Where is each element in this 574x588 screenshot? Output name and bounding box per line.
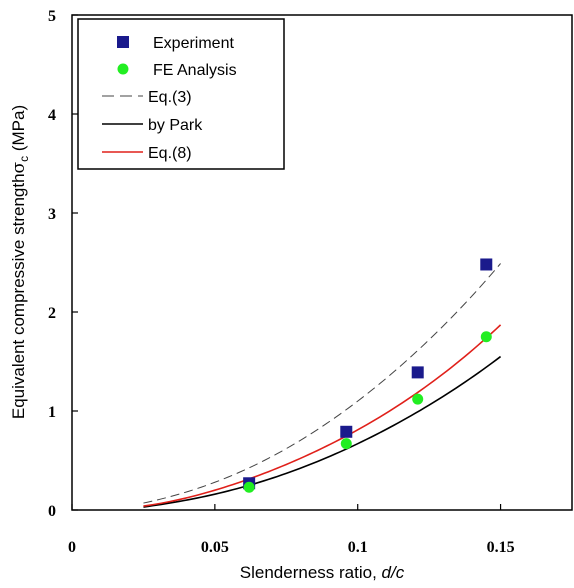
y-tick-label: 1 [48, 404, 56, 421]
legend-label: Experiment [153, 35, 234, 52]
x-axis-title: Slenderness ratio, d/c [240, 563, 405, 582]
experiment-point [340, 425, 353, 438]
experiment-point [480, 258, 493, 271]
series-line [143, 355, 502, 508]
legend-label: FE Analysis [153, 62, 237, 79]
legend-circle-marker [117, 63, 129, 75]
y-tick-label: 5 [48, 8, 56, 25]
x-tick-label: 0 [68, 539, 76, 556]
x-tick-label: 0.05 [201, 539, 229, 556]
legend: Experiment FE Analysis Eq.(3) by Park Eq.(8) [77, 18, 285, 170]
fe-analysis-point [412, 393, 424, 405]
legend-label: by Park [148, 117, 203, 134]
legend-label: Eq.(3) [148, 89, 192, 106]
x-tick-label: 0.1 [348, 539, 368, 556]
legend-box [77, 18, 285, 170]
y-tick-label: 3 [48, 206, 56, 223]
fe-analysis-point [340, 438, 352, 450]
series-points [243, 258, 493, 493]
fe-analysis-point [243, 481, 255, 493]
fe-analysis-point [480, 331, 492, 343]
y-tick-label: 0 [48, 503, 56, 520]
legend-label: Eq.(8) [148, 145, 192, 162]
x-tick-label: 0.15 [487, 539, 515, 556]
experiment-point [411, 366, 424, 379]
y-axis-title: Equivalent compressive strengthσc (MPa) [9, 105, 31, 419]
legend-square-marker [117, 36, 129, 48]
series-curves [143, 263, 502, 508]
y-tick-label: 4 [48, 107, 56, 124]
y-tick-label: 2 [48, 305, 56, 322]
axis-ticks: 0 1 2 3 4 5 0 0.05 0.1 0.15 [48, 8, 515, 556]
series-line [143, 324, 502, 507]
series-line [143, 263, 501, 504]
